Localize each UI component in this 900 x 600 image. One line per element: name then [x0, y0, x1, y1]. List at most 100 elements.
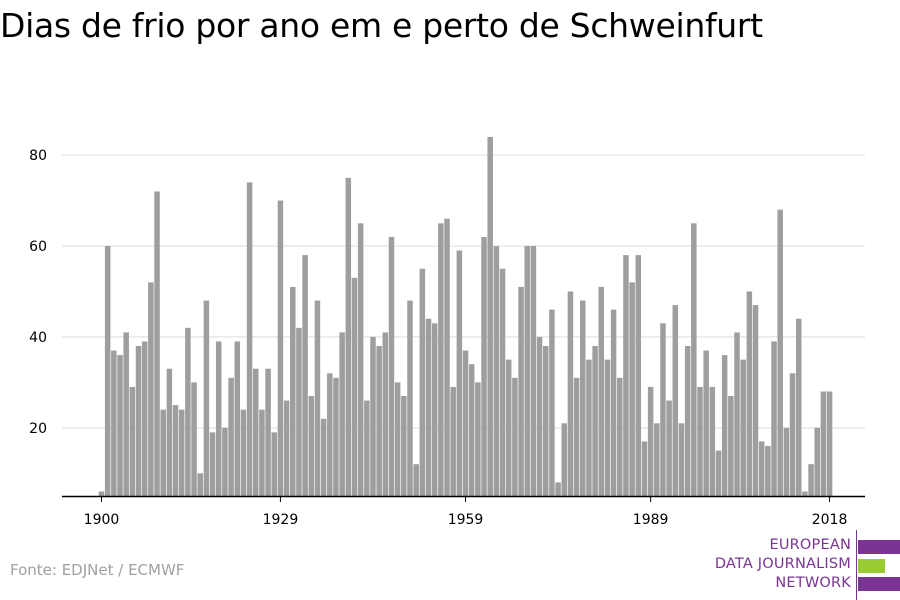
- bar-1988: [641, 441, 648, 496]
- bar-1989: [647, 386, 654, 496]
- bar-1931: [290, 286, 296, 496]
- bar-1926: [259, 409, 265, 496]
- bar-1980: [592, 346, 598, 496]
- bar-1933: [302, 255, 308, 496]
- bar-1986: [629, 282, 635, 496]
- y-tick-label: 20: [29, 421, 47, 437]
- bar-1910: [160, 409, 166, 496]
- bar-1937: [327, 373, 333, 496]
- bar-1999: [709, 386, 716, 496]
- bar-1968: [518, 286, 524, 496]
- bar-2009: [771, 341, 777, 496]
- bar-1924: [246, 182, 253, 496]
- bar-1943: [364, 400, 370, 496]
- bar-1982: [604, 359, 611, 496]
- x-tick-label: 1989: [633, 512, 669, 528]
- bar-1975: [561, 423, 567, 496]
- bar-2016: [814, 427, 820, 496]
- bar-1930: [283, 400, 290, 496]
- bar-1907: [141, 341, 148, 496]
- bar-1948: [394, 382, 401, 497]
- bar-1951: [413, 464, 419, 496]
- bar-1994: [678, 423, 685, 496]
- bar-1936: [320, 418, 327, 496]
- bar-1922: [234, 341, 240, 496]
- bar-1925: [253, 368, 259, 496]
- bar-1978: [580, 300, 586, 496]
- bar-1991: [660, 323, 666, 496]
- bar-2013: [795, 318, 802, 496]
- bar-1983: [610, 309, 617, 496]
- y-tick-label: 80: [29, 148, 47, 164]
- x-tick-label: 1929: [263, 512, 299, 528]
- chart-title: Dias de frio por ano em e perto de Schwe…: [0, 6, 763, 45]
- logo-bar-purple-bottom: [858, 577, 900, 591]
- bar-1940: [345, 177, 352, 496]
- bar-1997: [697, 386, 703, 496]
- bar-1949: [401, 396, 407, 496]
- bar-1987: [635, 255, 642, 496]
- bar-1919: [215, 341, 222, 496]
- bar-1918: [209, 432, 216, 496]
- bar-1928: [271, 432, 278, 496]
- bar-1915: [191, 382, 197, 497]
- bar-1972: [542, 346, 549, 496]
- bar-1941: [351, 277, 358, 496]
- bar-1927: [265, 368, 271, 496]
- bar-1952: [419, 268, 426, 496]
- bar-1990: [654, 423, 660, 496]
- bar-1971: [536, 336, 543, 496]
- bar-2004: [740, 359, 746, 496]
- bar-2001: [721, 355, 728, 496]
- logo-line-data-journalism: DATA JOURNALISM: [714, 556, 851, 572]
- bar-1976: [567, 291, 574, 496]
- bar-1913: [178, 409, 185, 496]
- bar-1903: [117, 355, 123, 496]
- x-axis-ticks: 1900 1929 1959 1989 2018: [84, 497, 847, 528]
- source-note: Fonte: EDJNet / ECMWF: [10, 561, 185, 579]
- logo-separator: [856, 530, 857, 600]
- bar-1964: [493, 246, 500, 496]
- bar-1996: [691, 223, 697, 497]
- bars: [98, 136, 833, 497]
- bar-1901: [104, 246, 111, 496]
- y-tick-label: 60: [29, 239, 47, 255]
- bar-1955: [438, 223, 444, 497]
- bar-2008: [765, 446, 771, 496]
- bar-1977: [573, 377, 580, 496]
- logo-bar-purple-top: [858, 540, 900, 554]
- bar-2012: [789, 373, 796, 496]
- bar-1984: [617, 377, 623, 496]
- bar-2003: [734, 332, 740, 496]
- bar-1998: [703, 350, 709, 496]
- bar-2018: [826, 391, 833, 496]
- bar-1963: [487, 136, 493, 496]
- bar-1912: [172, 405, 179, 496]
- bar-2017: [820, 391, 827, 496]
- bar-1938: [333, 377, 339, 496]
- bar-1909: [154, 191, 160, 497]
- bar-1969: [524, 246, 530, 496]
- bar-1960: [468, 364, 475, 496]
- logo-line-network: NETWORK: [775, 575, 851, 591]
- bar-1985: [623, 255, 629, 496]
- logo-line-european: EUROPEAN: [769, 537, 851, 553]
- bar-1939: [339, 332, 345, 496]
- bar-1973: [549, 309, 555, 496]
- bar-2010: [777, 209, 783, 497]
- bar-1944: [370, 336, 376, 496]
- bar-1932: [296, 327, 302, 496]
- bar-1992: [666, 400, 672, 496]
- bar-1902: [111, 350, 117, 496]
- bar-2000: [715, 450, 722, 496]
- bar-2011: [783, 427, 790, 496]
- bar-1959: [462, 350, 469, 496]
- bar-1954: [431, 323, 438, 496]
- bar-1923: [240, 409, 247, 496]
- bar-1920: [222, 427, 228, 496]
- bar-1957: [450, 386, 456, 496]
- bar-1914: [185, 327, 191, 496]
- bar-1961: [475, 382, 481, 497]
- bar-1950: [407, 300, 413, 496]
- bar-1935: [314, 300, 321, 496]
